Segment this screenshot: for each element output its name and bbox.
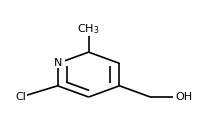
Text: N: N bbox=[54, 58, 62, 68]
Text: CH$_3$: CH$_3$ bbox=[77, 22, 100, 36]
Text: OH: OH bbox=[175, 92, 192, 102]
Text: Cl: Cl bbox=[15, 92, 26, 102]
Bar bbox=[50, 59, 65, 68]
